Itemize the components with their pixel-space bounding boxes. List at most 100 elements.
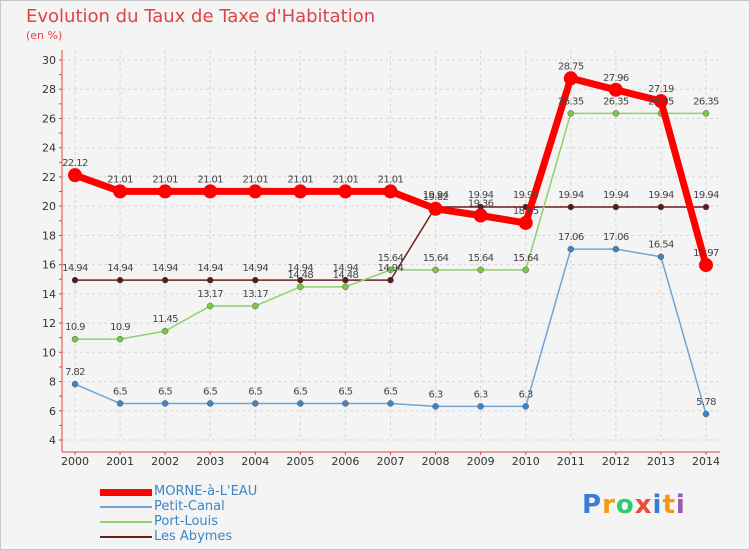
legend-item-petit-canal: Petit-Canal <box>100 499 400 515</box>
legend-swatch <box>100 536 152 538</box>
data-point-petit-canal <box>522 403 529 410</box>
data-labels: 14.94 14.94 14.94 14.94 14.94 14.94 14.94 14.94… <box>62 61 719 408</box>
data-label-les-abymes: 19.94 <box>513 190 539 201</box>
x-tick-label: 2008 <box>422 455 450 468</box>
data-label-les-abymes: 19.94 <box>693 190 719 201</box>
data-label-port-louis: 11.45 <box>152 314 178 325</box>
data-label-petit-canal: 6.3 <box>474 389 488 400</box>
data-point-petit-canal <box>161 400 169 407</box>
y-tick-label: 30 <box>42 54 56 67</box>
data-point-les-abymes <box>71 276 79 284</box>
grid-lines <box>62 50 720 441</box>
data-point-morne-l-eau <box>428 201 443 216</box>
data-point-petit-canal <box>657 253 665 260</box>
data-point-port-louis <box>252 302 259 310</box>
data-point-petit-canal <box>612 245 620 253</box>
logo-letter: r <box>602 490 616 520</box>
data-label-morne-l-eau: 21.01 <box>288 174 314 185</box>
data-point-port-louis <box>161 327 169 335</box>
data-label-port-louis: 13.17 <box>242 289 268 300</box>
x-tick-label: 2000 <box>61 455 89 468</box>
data-label-petit-canal: 7.82 <box>65 367 85 378</box>
data-label-morne-l-eau: 18.85 <box>513 206 539 217</box>
y-tick-label: 14 <box>42 288 56 301</box>
data-label-petit-canal: 17.06 <box>603 232 629 243</box>
data-point-port-louis <box>567 110 575 117</box>
data-label-les-abymes: 19.94 <box>648 190 674 201</box>
data-label-les-abymes: 14.94 <box>152 263 178 274</box>
data-point-morne-l-eau <box>203 184 218 199</box>
line-chart: 4 6 8 10 12 14 16 18 20 22 24 26 28 30 2000 2001 2002 200… <box>42 50 720 468</box>
data-label-morne-l-eau: 22.12 <box>62 158 88 169</box>
data-label-les-abymes: 19.94 <box>558 190 584 201</box>
data-label-petit-canal: 5.78 <box>696 397 716 408</box>
data-label-port-louis: 26.35 <box>693 96 719 107</box>
data-point-port-louis <box>477 266 484 274</box>
legend-item-morne-l-eau: MORNE-à-L'EAU <box>100 484 400 500</box>
data-label-petit-canal: 6.5 <box>338 386 352 397</box>
data-point-port-louis <box>702 110 710 117</box>
data-point-petit-canal <box>297 400 304 407</box>
data-point-port-louis <box>297 283 304 291</box>
data-point-morne-l-eau <box>653 94 668 109</box>
data-point-morne-l-eau <box>248 184 263 199</box>
data-label-morne-l-eau: 21.01 <box>152 174 178 185</box>
data-label-morne-l-eau: 28.75 <box>558 61 584 72</box>
data-point-morne-l-eau <box>608 82 623 97</box>
data-label-petit-canal: 6.5 <box>383 386 397 397</box>
data-label-les-abymes: 19.94 <box>468 190 494 201</box>
legend-label: Les Abymes <box>154 529 233 544</box>
data-point-petit-canal <box>387 400 394 407</box>
data-label-petit-canal: 6.5 <box>293 386 307 397</box>
data-label-morne-l-eau: 27.96 <box>603 73 629 84</box>
legend-item-port-louis: Port-Louis <box>100 514 400 530</box>
x-tick-label: 2007 <box>377 455 405 468</box>
data-label-port-louis: 26.35 <box>603 96 629 107</box>
data-point-les-abymes <box>387 276 394 284</box>
y-tick-label: 12 <box>42 317 56 330</box>
data-point-les-abymes <box>612 203 620 211</box>
data-label-port-louis: 10.9 <box>110 322 130 333</box>
data-point-les-abymes <box>252 276 259 284</box>
data-label-port-louis: 26.35 <box>558 96 584 107</box>
data-label-morne-l-eau: 19.82 <box>423 192 449 203</box>
logo-letter: o <box>615 490 635 520</box>
x-tick-label: 2004 <box>241 455 269 468</box>
data-label-morne-l-eau: 27.19 <box>648 84 674 95</box>
data-label-petit-canal: 6.5 <box>113 386 127 397</box>
data-point-morne-l-eau <box>293 184 308 199</box>
data-label-les-abymes: 14.94 <box>288 263 314 274</box>
data-label-les-abymes: 19.94 <box>603 190 629 201</box>
chart-subtitle: (en %) <box>26 29 63 42</box>
y-tick-label: 10 <box>42 346 56 359</box>
data-point-les-abymes <box>297 276 304 284</box>
data-point-morne-l-eau <box>518 215 533 230</box>
data-label-morne-l-eau: 21.01 <box>378 174 404 185</box>
x-tick-label: 2012 <box>602 455 630 468</box>
data-label-port-louis: 15.64 <box>378 253 404 264</box>
data-label-morne-l-eau: 21.01 <box>333 174 359 185</box>
data-point-les-abymes <box>567 203 575 211</box>
data-label-les-abymes: 14.94 <box>242 263 268 274</box>
y-tick-label: 20 <box>42 200 56 213</box>
data-point-port-louis <box>612 110 620 117</box>
data-label-port-louis: 15.64 <box>423 253 449 264</box>
legend-swatch <box>100 521 152 523</box>
x-tick-label: 2005 <box>286 455 314 468</box>
data-label-les-abymes: 14.94 <box>107 263 133 274</box>
data-label-morne-l-eau: 21.01 <box>242 174 268 185</box>
data-point-petit-canal <box>702 410 710 418</box>
x-tick-label: 2014 <box>692 455 720 468</box>
data-label-port-louis: 15.64 <box>468 253 494 264</box>
logo-letter: i <box>652 490 663 520</box>
x-tick-label: 2011 <box>557 455 585 468</box>
data-point-port-louis <box>116 335 124 343</box>
x-tick-label: 2001 <box>106 455 134 468</box>
y-tick-label: 28 <box>42 83 56 96</box>
data-label-port-louis: 10.9 <box>65 322 85 333</box>
legend-swatch <box>100 506 152 508</box>
data-label-les-abymes: 14.94 <box>378 263 404 274</box>
data-point-morne-l-eau <box>473 208 488 223</box>
data-point-port-louis <box>522 266 529 274</box>
data-point-petit-canal <box>432 403 439 410</box>
